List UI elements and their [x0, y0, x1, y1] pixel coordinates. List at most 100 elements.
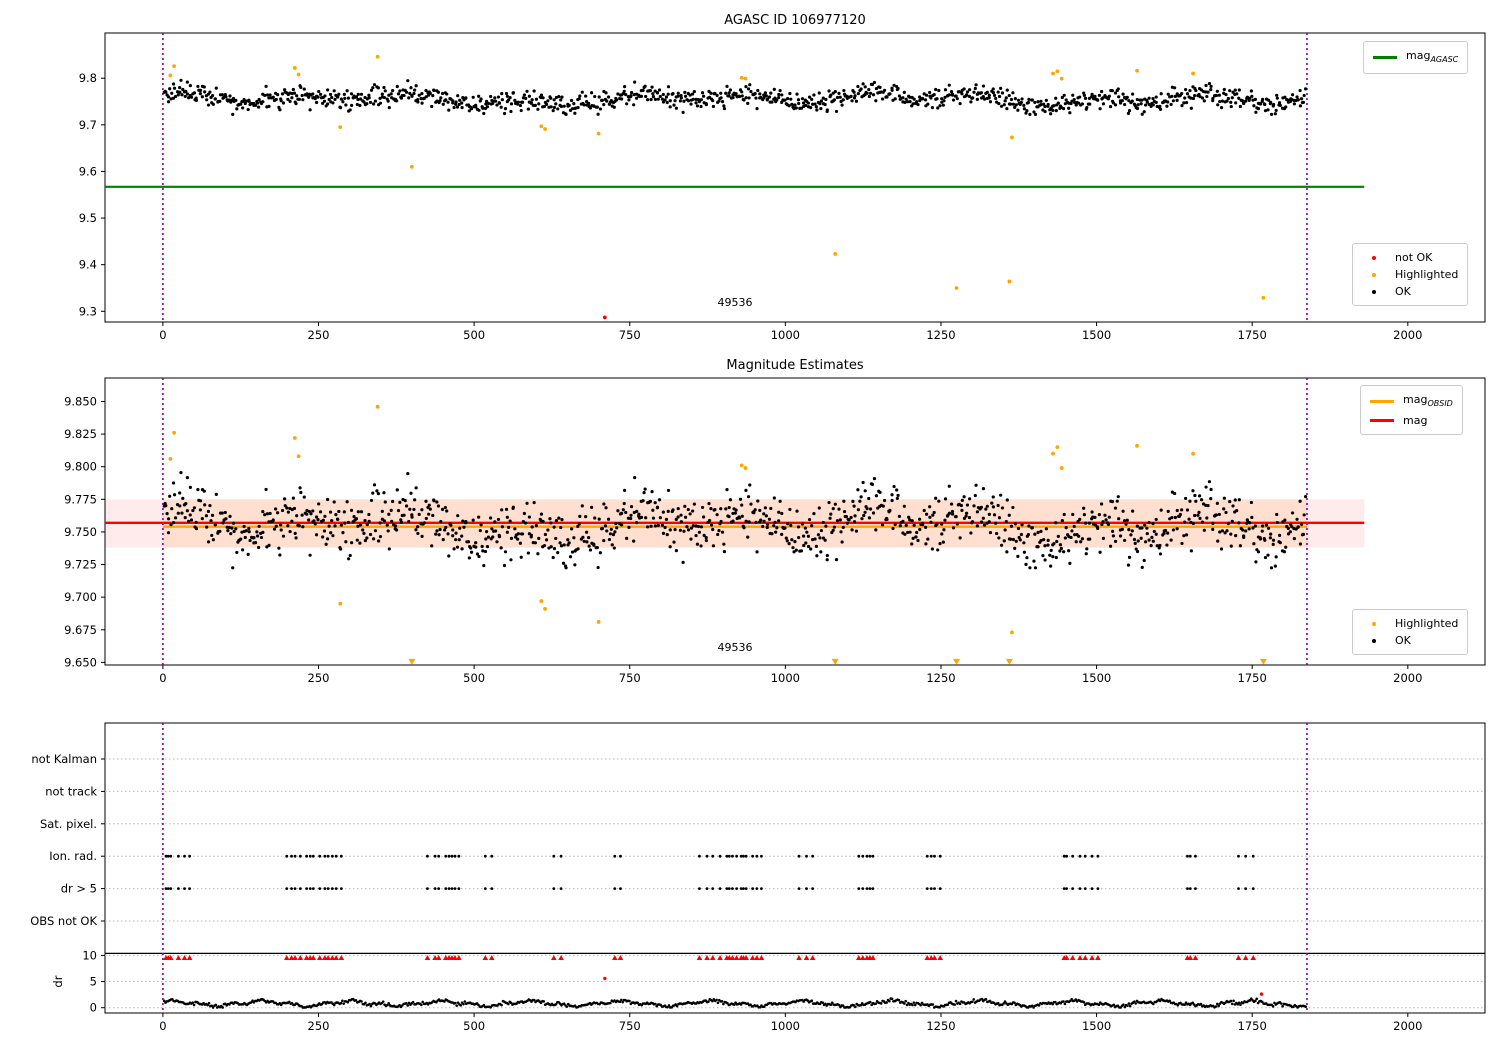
- legend-mag-obsid: magOBSID mag: [1360, 385, 1463, 436]
- svg-text:500: 500: [463, 1019, 485, 1033]
- svg-text:9.825: 9.825: [64, 427, 97, 441]
- legend-label: OK: [1395, 634, 1411, 647]
- svg-text:9.700: 9.700: [64, 590, 97, 604]
- svg-text:1500: 1500: [1082, 1019, 1111, 1033]
- svg-text:2000: 2000: [1393, 1019, 1422, 1033]
- svg-text:9.800: 9.800: [64, 460, 97, 474]
- flag-points: [164, 854, 1255, 890]
- legend-item: mag: [1370, 412, 1453, 429]
- svg-text:9.675: 9.675: [64, 623, 97, 637]
- legend-marker-swatch: [1362, 272, 1386, 277]
- legend-item: OK: [1362, 283, 1458, 300]
- svg-text:Ion. rad.: Ion. rad.: [49, 849, 97, 863]
- svg-text:750: 750: [619, 1019, 641, 1033]
- svg-text:1000: 1000: [771, 671, 800, 685]
- svg-text:9.850: 9.850: [64, 394, 97, 408]
- legend-line-swatch: [1373, 56, 1397, 60]
- top-panel-ok-points: [162, 78, 1308, 116]
- svg-text:Sat. pixel.: Sat. pixel.: [40, 817, 97, 831]
- legend-top-markers: not OK Highlighted OK: [1352, 243, 1469, 306]
- legend-middle-markers: Highlighted OK: [1352, 609, 1469, 655]
- bottom-panel-obsid-boundaries: [162, 723, 1308, 1013]
- svg-text:9.650: 9.650: [64, 655, 97, 669]
- svg-text:OBS not OK: OBS not OK: [30, 914, 97, 928]
- bottom-panel-row-labels: not Kalman not track Sat. pixel. Ion. rad. d…: [30, 752, 105, 1015]
- svg-text:9.775: 9.775: [64, 492, 97, 506]
- obsid-label-middle: 49536: [717, 641, 753, 654]
- bottom-panel-axes: 0 250 500 750 1000 1250 1500 1750 2000: [104, 722, 1486, 1033]
- svg-text:250: 250: [308, 328, 330, 342]
- dr-axis-label: dr: [51, 975, 65, 987]
- legend-label: magAGASC: [1406, 49, 1459, 65]
- middle-panel-axes: 0 250 500 750 1000 1250 1500 1750 2000 9.650 9.675…: [64, 377, 1486, 685]
- svg-text:1250: 1250: [926, 671, 955, 685]
- legend-mag-agasc: magAGASC: [1363, 41, 1469, 75]
- svg-text:not Kalman: not Kalman: [31, 752, 97, 766]
- middle-panel-highlighted-points: [168, 404, 1267, 665]
- legend-marker-swatch: [1362, 621, 1386, 626]
- legend-label: Highlighted: [1395, 268, 1459, 281]
- top-panel-notok-points: [602, 315, 607, 320]
- top-panel-axes: 0 250 500 750 1000 1250 1500 1750 2000 9.3 9.4 9.5 9…: [79, 32, 1486, 342]
- bottom-panel-gridlines: [105, 758, 1485, 1009]
- svg-text:9.8: 9.8: [79, 71, 97, 85]
- legend-marker-swatch: [1362, 638, 1386, 643]
- legend-label: not OK: [1395, 251, 1433, 264]
- svg-text:1000: 1000: [771, 1019, 800, 1033]
- svg-text:500: 500: [463, 671, 485, 685]
- svg-text:0: 0: [159, 328, 166, 342]
- legend-item: Highlighted: [1362, 266, 1458, 283]
- top-panel-obsid-boundaries: [162, 33, 1308, 322]
- legend-label: OK: [1395, 285, 1411, 298]
- svg-text:9.7: 9.7: [79, 118, 97, 132]
- svg-text:750: 750: [619, 671, 641, 685]
- svg-text:not track: not track: [45, 784, 97, 798]
- dr-trace: [162, 997, 1308, 1009]
- svg-text:2000: 2000: [1393, 671, 1422, 685]
- svg-text:0: 0: [159, 671, 166, 685]
- svg-text:1000: 1000: [771, 328, 800, 342]
- svg-text:1750: 1750: [1238, 671, 1267, 685]
- svg-text:5: 5: [90, 975, 97, 989]
- svg-text:9.725: 9.725: [64, 558, 97, 572]
- svg-text:9.6: 9.6: [79, 164, 97, 178]
- svg-text:9.4: 9.4: [79, 258, 97, 272]
- svg-text:10: 10: [82, 948, 97, 962]
- top-panel-title: AGASC ID 106977120: [724, 13, 866, 28]
- svg-text:0: 0: [90, 1001, 97, 1015]
- svg-text:1500: 1500: [1082, 671, 1111, 685]
- svg-text:250: 250: [308, 671, 330, 685]
- svg-text:1750: 1750: [1238, 328, 1267, 342]
- svg-text:9.3: 9.3: [79, 304, 97, 318]
- svg-text:750: 750: [619, 328, 641, 342]
- svg-text:9.5: 9.5: [79, 211, 97, 225]
- middle-panel-ok-points: [162, 470, 1308, 570]
- legend-item: magAGASC: [1373, 47, 1458, 68]
- dr-red-flag-points: [163, 955, 1264, 996]
- svg-text:2000: 2000: [1393, 328, 1422, 342]
- obsid-label-top: 49536: [717, 296, 753, 309]
- legend-label: mag: [1403, 414, 1428, 428]
- svg-text:1750: 1750: [1238, 1019, 1267, 1033]
- legend-line-swatch: [1370, 400, 1394, 404]
- legend-item: Highlighted: [1362, 615, 1458, 632]
- svg-text:250: 250: [308, 1019, 330, 1033]
- svg-text:dr > 5: dr > 5: [61, 882, 97, 896]
- top-panel-highlighted-points: [168, 54, 1266, 300]
- svg-text:9.750: 9.750: [64, 525, 97, 539]
- legend-line-swatch: [1370, 419, 1394, 423]
- middle-panel-title: Magnitude Estimates: [726, 358, 864, 373]
- legend-label: magOBSID: [1403, 393, 1453, 409]
- legend-marker-swatch: [1362, 289, 1386, 294]
- svg-text:0: 0: [159, 1019, 166, 1033]
- legend-item: magOBSID: [1370, 391, 1453, 412]
- svg-text:1500: 1500: [1082, 328, 1111, 342]
- svg-text:1250: 1250: [926, 1019, 955, 1033]
- legend-item: OK: [1362, 632, 1458, 649]
- svg-text:500: 500: [463, 328, 485, 342]
- legend-item: not OK: [1362, 249, 1458, 266]
- svg-text:1250: 1250: [926, 328, 955, 342]
- legend-marker-swatch: [1362, 255, 1386, 260]
